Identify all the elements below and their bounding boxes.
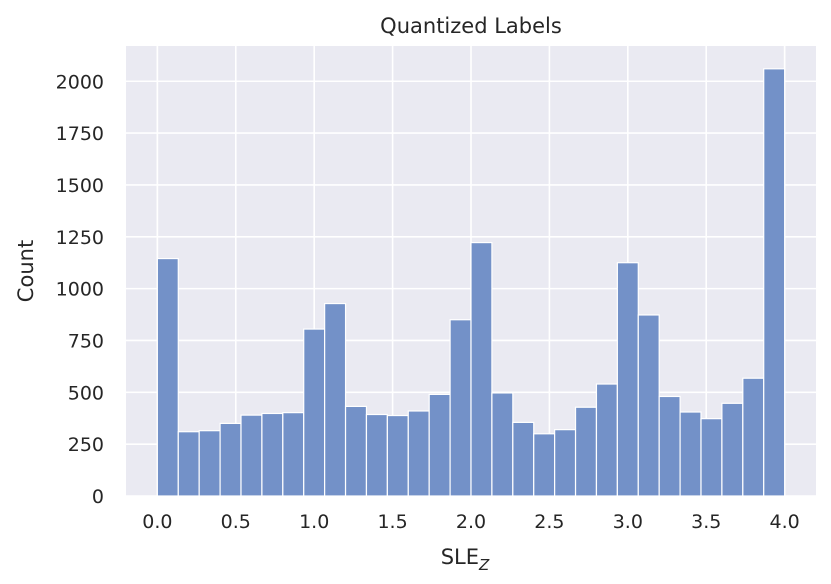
x-tick-label: 1.0: [299, 511, 329, 533]
histogram-bar: [763, 68, 786, 497]
x-tick-label: 4.0: [770, 511, 800, 533]
y-tick-label: 250: [68, 434, 104, 456]
histogram-bar: [428, 393, 451, 497]
histogram-bar: [282, 412, 305, 497]
histogram-bar: [470, 241, 493, 497]
y-tick-label: 2000: [56, 71, 104, 93]
histogram-bar: [616, 262, 639, 497]
x-tick-label: 2.5: [534, 511, 564, 533]
histogram-bar: [198, 430, 221, 497]
y-tick-label: 1750: [56, 123, 104, 145]
histogram-bar: [554, 429, 577, 497]
x-tick-label: 3.5: [691, 511, 721, 533]
histogram-bar: [156, 257, 179, 497]
x-tick-label: 0.0: [142, 511, 172, 533]
histogram-bar: [512, 421, 535, 497]
x-tick-label: 2.0: [456, 511, 486, 533]
histogram-bar: [219, 422, 242, 497]
histogram-bar: [533, 433, 556, 497]
histogram-bar: [742, 377, 765, 497]
y-tick-label: 750: [68, 330, 104, 352]
histogram-bar: [658, 395, 681, 497]
y-axis-label: Count: [14, 240, 38, 302]
chart-title: Quantized Labels: [380, 14, 562, 38]
histogram-bar: [303, 328, 326, 497]
histogram-bar: [177, 431, 200, 497]
x-tick-labels: 0.0 0.5 1.0 1.5 2.0 2.5 3.0 3.5 4.0: [142, 511, 799, 533]
y-tick-labels: 0 250 500 750 1000 1250 1500 1750 2000: [56, 71, 104, 508]
x-tick-label: 1.5: [377, 511, 407, 533]
histogram-bar: [679, 411, 702, 497]
histogram-bar: [700, 418, 723, 497]
histogram-bar: [261, 412, 284, 497]
y-tick-label: 1250: [56, 227, 104, 249]
bars: [156, 68, 786, 497]
x-tick-label: 3.0: [613, 511, 643, 533]
histogram-bar: [595, 383, 618, 497]
y-tick-label: 1500: [56, 175, 104, 197]
x-axis-label-subscript: Z: [478, 556, 490, 574]
histogram-bar: [240, 414, 263, 497]
histogram-bar: [637, 314, 660, 497]
histogram-bar: [324, 302, 347, 497]
x-axis-label: SLEZ: [441, 545, 490, 574]
histogram-bar: [721, 402, 744, 497]
histogram-bar: [491, 392, 514, 497]
x-tick-label: 0.5: [221, 511, 251, 533]
histogram-bar: [449, 319, 472, 497]
x-axis-label-main: SLE: [441, 545, 479, 569]
y-tick-label: 500: [68, 382, 104, 404]
histogram-bar: [344, 405, 368, 497]
y-tick-label: 0: [92, 486, 104, 508]
histogram-bar: [574, 406, 598, 497]
y-tick-label: 1000: [56, 279, 104, 301]
histogram-bar: [386, 414, 409, 497]
histogram-bar: [407, 410, 430, 497]
histogram-bar: [365, 413, 388, 497]
